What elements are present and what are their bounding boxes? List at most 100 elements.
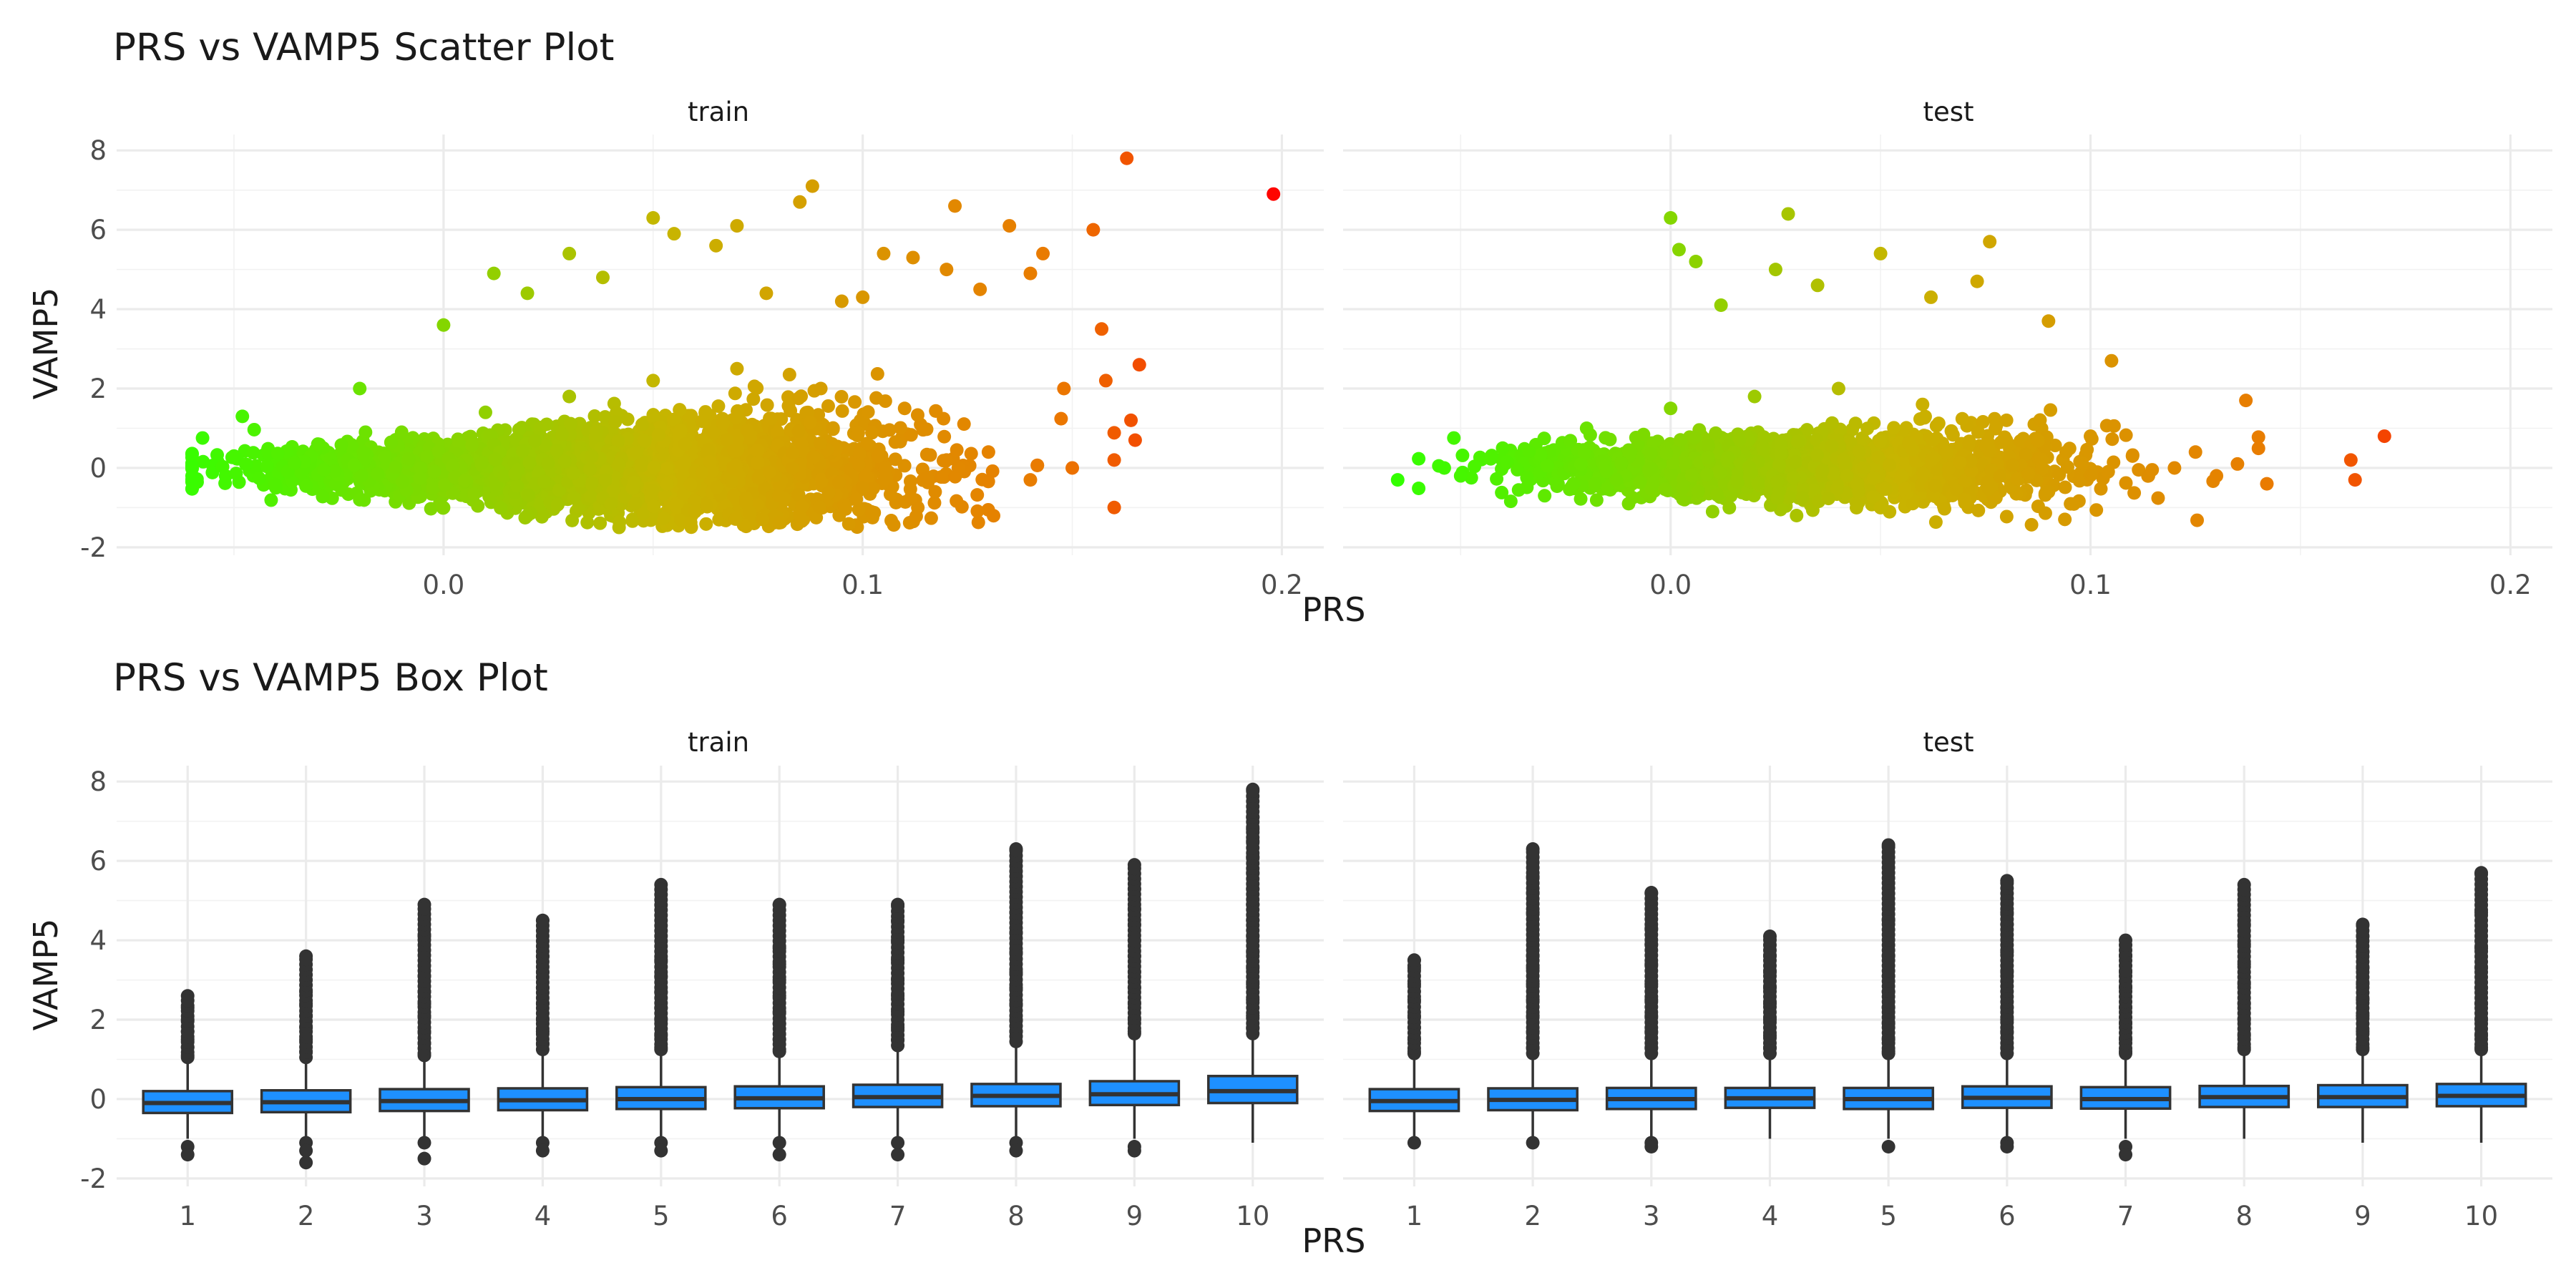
scatter-point	[861, 405, 875, 419]
scatter-point	[587, 409, 602, 424]
scatter-point	[814, 381, 828, 396]
scatter-point	[919, 422, 934, 436]
scatter-point	[1120, 151, 1134, 165]
y-tick-label: 8	[89, 135, 107, 166]
scatter-point	[852, 457, 866, 472]
y-tick-label: 2	[89, 374, 107, 404]
scatter-point	[720, 432, 734, 447]
scatter-point	[985, 464, 1000, 478]
scatter-point	[1002, 219, 1017, 233]
scatter-point	[1023, 473, 1038, 487]
scatter-point	[585, 476, 599, 490]
scatter-point	[384, 435, 398, 449]
scatter-point	[981, 445, 995, 459]
scatter-point	[920, 471, 935, 485]
scatter-point	[877, 246, 891, 260]
x-tick-label: 0.0	[422, 570, 464, 600]
scatter-point	[782, 368, 796, 382]
scatter-point	[229, 467, 243, 481]
x-tick-label: 0.1	[2069, 570, 2112, 600]
scatter-point	[1036, 246, 1050, 260]
scatter-point	[260, 459, 274, 474]
scatter-point	[1124, 413, 1138, 427]
scatter-point	[1095, 322, 1109, 336]
box-x-axis-title: PRS	[1302, 1221, 1366, 1260]
scatter-point	[608, 414, 623, 429]
scatter-point	[695, 414, 709, 429]
scatter-point	[520, 509, 535, 523]
scatter-point	[424, 502, 438, 516]
scatter-point	[731, 404, 745, 418]
scatter-point	[756, 512, 770, 527]
scatter-point	[311, 437, 325, 452]
scatter-point	[394, 425, 409, 439]
scatter-point	[628, 496, 643, 510]
scatter-point	[950, 494, 964, 508]
scatter-point	[948, 199, 962, 213]
box-strip-test: test	[1923, 727, 1974, 758]
x-tick-label: 0.0	[1649, 570, 1692, 600]
scatter-strip-test: test	[1923, 97, 1974, 127]
scatter-point	[849, 492, 864, 507]
scatter-point	[252, 471, 266, 485]
scatter-point	[465, 438, 479, 452]
scatter-point	[906, 250, 920, 265]
scatter-point	[1267, 187, 1281, 201]
scatter-point	[1057, 381, 1071, 396]
scatter-point	[427, 464, 441, 479]
scatter-point	[1065, 461, 1080, 475]
scatter-point	[582, 462, 597, 477]
scatter-point	[683, 477, 698, 492]
box-y-axis-title: VAMP5	[26, 919, 65, 1031]
scatter-point	[635, 459, 649, 473]
y-tick-label: 0	[89, 453, 107, 484]
scatter-point	[746, 392, 761, 406]
scatter-point	[370, 467, 384, 481]
scatter-point	[584, 489, 598, 504]
scatter-point	[791, 424, 806, 439]
scatter-point	[929, 404, 943, 418]
scatter-point	[316, 489, 330, 504]
scatter-point	[803, 415, 817, 429]
scatter-point	[762, 465, 776, 479]
scatter-point	[1030, 458, 1045, 472]
scatter-point	[565, 513, 580, 527]
scatter-point	[764, 411, 779, 426]
scatter-point	[467, 487, 482, 501]
scatter-point	[1107, 453, 1121, 467]
y-tick-label: -2	[80, 532, 107, 563]
y-tick-label: 6	[89, 215, 107, 245]
scatter-point	[728, 386, 742, 401]
scatter-point	[604, 497, 618, 511]
scatter-point	[937, 429, 952, 444]
scatter-point	[812, 499, 826, 514]
box-title: PRS vs VAMP5 Box Plot	[113, 656, 548, 700]
scatter-point	[1023, 266, 1038, 280]
scatter-point	[841, 517, 856, 531]
scatter-point	[970, 488, 985, 502]
scatter-point	[701, 443, 716, 457]
scatter-point	[710, 480, 724, 494]
scatter-point	[494, 501, 508, 515]
scatter-point	[957, 417, 971, 431]
scatter-point	[869, 391, 884, 405]
scatter-point	[923, 448, 937, 462]
scatter-point	[195, 431, 210, 445]
scatter-point	[1098, 374, 1113, 388]
scatter-point	[940, 263, 954, 277]
scatter-point	[458, 473, 472, 487]
scatter-point	[645, 483, 659, 497]
scatter-point	[1086, 223, 1101, 237]
scatter-point	[563, 416, 577, 431]
scatter-point	[516, 444, 530, 458]
scatter-x-axis-title: PRS	[1302, 590, 1366, 629]
scatter-point	[347, 458, 361, 472]
scatter-point	[537, 474, 551, 489]
scatter-point	[541, 456, 555, 470]
scatter-point	[646, 374, 660, 388]
scatter-point	[970, 504, 985, 518]
scatter-point	[317, 463, 331, 477]
scatter-point	[678, 437, 692, 452]
scatter-point	[814, 436, 828, 451]
scatter-point	[897, 401, 912, 416]
